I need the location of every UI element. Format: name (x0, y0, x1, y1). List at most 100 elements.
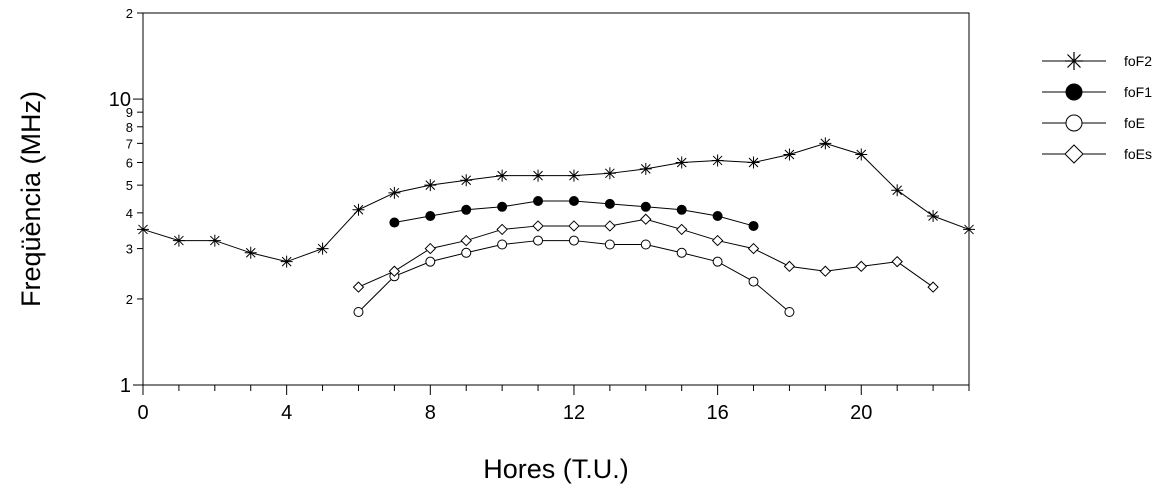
data-point-foF1 (712, 210, 723, 221)
y-minor-tick-label: 2 (126, 292, 133, 307)
data-point-foEs (532, 220, 544, 232)
data-point-foEs (855, 260, 867, 273)
data-point-foE (461, 247, 472, 258)
data-point-foE (640, 239, 651, 250)
data-point-foEs (891, 255, 903, 268)
data-point-foF1 (497, 201, 508, 212)
legend-marker-foF1 (1065, 83, 1083, 101)
data-point-foEs (819, 265, 832, 277)
x-tick-label: 4 (281, 402, 292, 424)
y-minor-tick-label: 7 (126, 136, 133, 151)
x-tick-label: 0 (137, 402, 148, 424)
data-point-foF1 (389, 217, 400, 228)
data-point-foF1 (461, 204, 472, 215)
data-point-foF2 (855, 148, 868, 161)
x-tick-label: 8 (425, 402, 436, 424)
x-tick-label: 16 (706, 402, 728, 424)
data-point-foF2 (424, 179, 437, 192)
legend-marker-foEs (1064, 144, 1084, 164)
data-point-foEs (568, 220, 580, 232)
y-major-tick-label: 10 (109, 89, 131, 111)
legend-item-foF2: foF2 (1042, 52, 1152, 70)
data-point-foE (425, 256, 436, 267)
legend: foF2 foF1 foE foEs (1042, 52, 1152, 164)
data-point-foF2 (244, 246, 257, 259)
data-point-foF1 (604, 198, 615, 209)
series-foF1 (389, 196, 759, 231)
series-foEs (352, 213, 939, 293)
x-axis-title: Hores (T.U.) (483, 454, 629, 484)
data-point-foF2 (747, 156, 760, 169)
series-layer (137, 137, 975, 318)
data-point-foEs (747, 242, 760, 255)
legend-item-foEs: foEs (1042, 144, 1152, 164)
data-point-foF1 (748, 220, 759, 231)
legend-marker-foE (1065, 114, 1083, 132)
plot-frame (142, 12, 970, 386)
data-point-foF1 (425, 210, 436, 221)
y-minor-tick-label: 6 (126, 156, 133, 171)
data-point-foF2 (639, 162, 652, 175)
legend-label: foE (1124, 115, 1145, 131)
data-point-foF2 (532, 169, 545, 182)
data-point-foEs (927, 281, 939, 293)
data-point-foEs (604, 220, 616, 232)
data-point-foF2 (927, 209, 940, 222)
data-point-foEs (711, 234, 724, 247)
data-point-foF2 (137, 223, 149, 236)
legend-label: foEs (1124, 146, 1152, 162)
data-point-foEs (675, 223, 688, 236)
data-point-foF1 (676, 204, 687, 215)
legend-item-foE: foE (1042, 114, 1145, 132)
data-point-foE (784, 307, 795, 318)
series-foF2 (137, 137, 975, 268)
data-point-foEs (460, 234, 472, 247)
legend-marker-foF2 (1065, 52, 1083, 70)
series-line-foF2 (142, 142, 970, 263)
y-minor-tick-label: 2 (126, 6, 133, 21)
data-point-foF2 (711, 154, 724, 167)
legend-item-foF1: foF1 (1042, 83, 1152, 101)
y-minor-tick-label: 4 (126, 206, 133, 221)
data-point-foEs (388, 265, 401, 277)
series-foE (353, 235, 795, 318)
data-point-foE (353, 307, 364, 318)
data-point-foEs (352, 281, 365, 293)
data-point-foF2 (603, 167, 616, 180)
data-point-foE (568, 235, 579, 246)
series-line-foEs (358, 218, 934, 288)
data-point-foF2 (172, 234, 185, 247)
y-minor-tick-label: 3 (126, 242, 133, 257)
x-tick-label: 20 (850, 402, 872, 424)
series-line-foE (358, 240, 790, 313)
data-point-foF2 (280, 255, 293, 268)
y-minor-tick-label: 5 (126, 178, 133, 193)
x-tick-label: 12 (563, 402, 585, 424)
legend-label: foF2 (1124, 53, 1152, 69)
data-point-foE (533, 235, 544, 246)
data-point-foEs (424, 242, 437, 255)
y-minor-tick-label: 8 (126, 120, 133, 135)
data-point-foE (604, 239, 615, 250)
data-point-foF2 (496, 169, 509, 182)
data-point-foF2 (208, 234, 221, 247)
y-minor-tick-label: 9 (126, 105, 133, 120)
data-point-foF1 (640, 201, 651, 212)
data-point-foF2 (963, 223, 975, 236)
data-point-foEs (496, 223, 508, 236)
data-point-foF1 (533, 196, 544, 207)
data-point-foF2 (352, 203, 365, 216)
data-point-foF2 (567, 169, 580, 182)
data-point-foE (676, 247, 687, 258)
data-point-foF2 (783, 148, 796, 161)
data-point-foE (712, 256, 723, 267)
data-point-foEs (783, 260, 796, 273)
data-point-foF2 (891, 184, 904, 197)
data-point-foF2 (675, 156, 688, 169)
data-point-foE (748, 276, 759, 287)
data-point-foF1 (568, 196, 579, 207)
legend-label: foF1 (1124, 84, 1152, 100)
data-point-foE (497, 239, 508, 250)
data-point-foEs (640, 213, 652, 225)
